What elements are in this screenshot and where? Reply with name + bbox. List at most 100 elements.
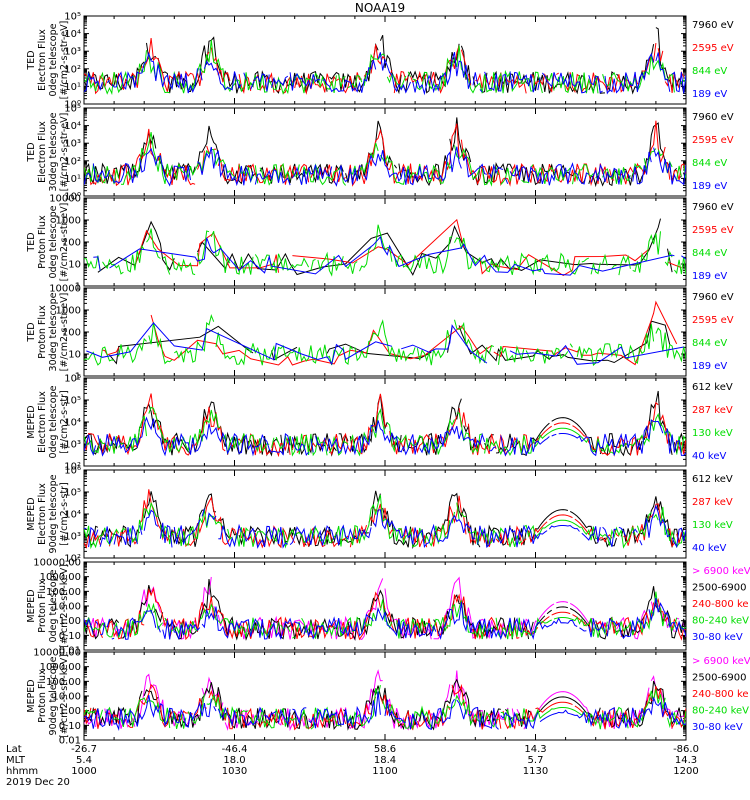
series-line bbox=[84, 51, 686, 96]
series-traces bbox=[84, 576, 686, 641]
y-tick-label: 10000.00 bbox=[33, 648, 81, 659]
y-axis-label-line: 90deg telescope bbox=[48, 656, 59, 735]
y-tick-label: 10⁵ bbox=[64, 488, 81, 499]
legend-entry: 2595 eV bbox=[692, 225, 734, 236]
footer-value: 14.3 bbox=[675, 755, 697, 766]
y-axis-label-line: Electron Flux bbox=[37, 483, 48, 545]
legend-entry: 189 eV bbox=[692, 361, 727, 372]
legend-entry: 2595 eV bbox=[692, 135, 734, 146]
y-tick-label: 10² bbox=[64, 462, 81, 473]
y-tick-label: 1000.00 bbox=[40, 662, 81, 673]
y-tick-label: 10³ bbox=[64, 139, 81, 150]
y-tick-label: 1 bbox=[75, 282, 81, 293]
legend-entry: 612 keV bbox=[692, 382, 733, 393]
y-tick-label: 10¹ bbox=[64, 82, 81, 93]
y-tick-label: 1 bbox=[75, 372, 81, 383]
series-line bbox=[86, 322, 684, 366]
y-tick-label: 1000.00 bbox=[40, 572, 81, 583]
y-tick-label: 10² bbox=[64, 156, 81, 167]
y-tick-label: 10⁵ bbox=[64, 104, 81, 115]
legend-entry: 844 eV bbox=[692, 158, 727, 169]
y-axis-label-line: Electron Flux bbox=[37, 29, 48, 91]
series-line bbox=[84, 504, 686, 549]
series-traces bbox=[84, 489, 686, 550]
y-tick-label: 10000.00 bbox=[33, 558, 81, 569]
footer-value: 58.6 bbox=[374, 744, 396, 755]
legend-entry: 7960 eV bbox=[692, 112, 734, 123]
y-axis-label: MEPEDElectron Flux90deg telescope[#/cm2-… bbox=[26, 474, 70, 553]
series-line bbox=[84, 494, 686, 550]
legend-entry: 844 eV bbox=[692, 66, 727, 77]
y-tick-label: 100 bbox=[62, 238, 81, 249]
footer-value: -86.0 bbox=[673, 744, 699, 755]
series-line bbox=[93, 235, 686, 276]
y-axis-label-line: 30deg telescope bbox=[48, 112, 59, 191]
y-axis-label-line: [#/cm2-s-str-eV] bbox=[59, 203, 70, 282]
y-tick-label: 10³ bbox=[64, 440, 81, 451]
y-tick-label: 10⁶ bbox=[64, 374, 81, 385]
legend-entry: > 6900 keV bbox=[692, 566, 750, 577]
y-axis-label-line: MEPED bbox=[26, 405, 37, 438]
y-axis-label-line: TED bbox=[26, 322, 37, 342]
series-line bbox=[84, 416, 686, 457]
footer-row-label: Lat bbox=[6, 744, 22, 755]
y-axis-label-line: [#/cm2-s-str-eV] bbox=[59, 113, 70, 192]
chart-title: NOAA19 bbox=[355, 1, 405, 15]
legend-entry: 130 keV bbox=[692, 428, 733, 439]
legend-entry: 2500-6900 bbox=[692, 583, 747, 594]
legend-entry: 612 keV bbox=[692, 474, 733, 485]
y-axis-label: TEDElectron Flux0deg telescope[#/cm2-s-s… bbox=[26, 21, 70, 100]
footer-value: 1030 bbox=[222, 766, 247, 777]
series-line bbox=[84, 597, 686, 641]
series-line bbox=[84, 406, 686, 457]
panel-8: 0.010.101.0010.00100.001000.0010000.00ME… bbox=[26, 648, 750, 747]
y-tick-label: 10000 bbox=[49, 194, 81, 205]
y-axis-label-line: TED bbox=[26, 232, 37, 252]
panel-7: 0.010.101.0010.00100.001000.0010000.00ME… bbox=[26, 558, 750, 657]
series-traces bbox=[84, 390, 686, 458]
legend-entry: 80-240 keV bbox=[692, 706, 749, 717]
y-axis-label-line: [#/cm2-s-str] bbox=[59, 390, 70, 453]
y-axis-label: MEPEDProton Flux0deg telescope[#/cm2-s-s… bbox=[26, 564, 70, 648]
y-tick-label: 10⁴ bbox=[64, 121, 81, 132]
y-axis-label-line: TED bbox=[26, 50, 37, 70]
y-tick-label: 10.00 bbox=[52, 602, 81, 613]
y-axis-label-line: [#/cm2-s-str-eV] bbox=[59, 293, 70, 372]
footer-value: 1000 bbox=[71, 766, 96, 777]
y-axis-label-line: [#/cm2-s-str-keV] bbox=[59, 564, 70, 648]
series-traces bbox=[84, 117, 686, 188]
y-tick-label: 0.01 bbox=[59, 646, 81, 657]
y-axis-label: TEDProton Flux0deg telescope[#/cm2-s-str… bbox=[26, 203, 70, 282]
footer-value: 14.3 bbox=[524, 744, 546, 755]
legend-entry: 287 keV bbox=[692, 405, 733, 416]
footer-value: 1130 bbox=[523, 766, 548, 777]
legend-entry: 287 keV bbox=[692, 497, 733, 508]
footer-value: 1200 bbox=[673, 766, 698, 777]
y-tick-label: 1.00 bbox=[59, 706, 81, 717]
footer-value: -46.4 bbox=[222, 744, 248, 755]
footer-row-label: MLT bbox=[6, 755, 26, 766]
y-tick-label: 10⁶ bbox=[64, 466, 81, 477]
series-line bbox=[84, 691, 686, 731]
legend-entry: 30-80 keV bbox=[692, 722, 743, 733]
y-tick-label: 10³ bbox=[64, 532, 81, 543]
y-tick-label: 10¹ bbox=[64, 174, 81, 185]
y-axis-label-line: MEPED bbox=[26, 589, 37, 622]
legend-entry: 844 eV bbox=[692, 248, 727, 259]
y-tick-label: 10000 bbox=[49, 284, 81, 295]
y-axis-label-line: Proton Flux bbox=[37, 579, 48, 633]
series-traces bbox=[84, 27, 686, 96]
footer-value: 5.7 bbox=[528, 755, 544, 766]
y-tick-label: 10⁴ bbox=[64, 510, 81, 521]
y-tick-label: 10⁴ bbox=[64, 29, 81, 40]
y-axis-label: MEPEDElectron Flux0deg telescope[#/cm2-s… bbox=[26, 385, 70, 458]
y-axis-label: MEPEDProton Flux90deg telescope[#/cm2-s-… bbox=[26, 654, 70, 738]
y-axis-label-line: Electron Flux bbox=[37, 391, 48, 453]
footer-value: 18.4 bbox=[374, 755, 396, 766]
